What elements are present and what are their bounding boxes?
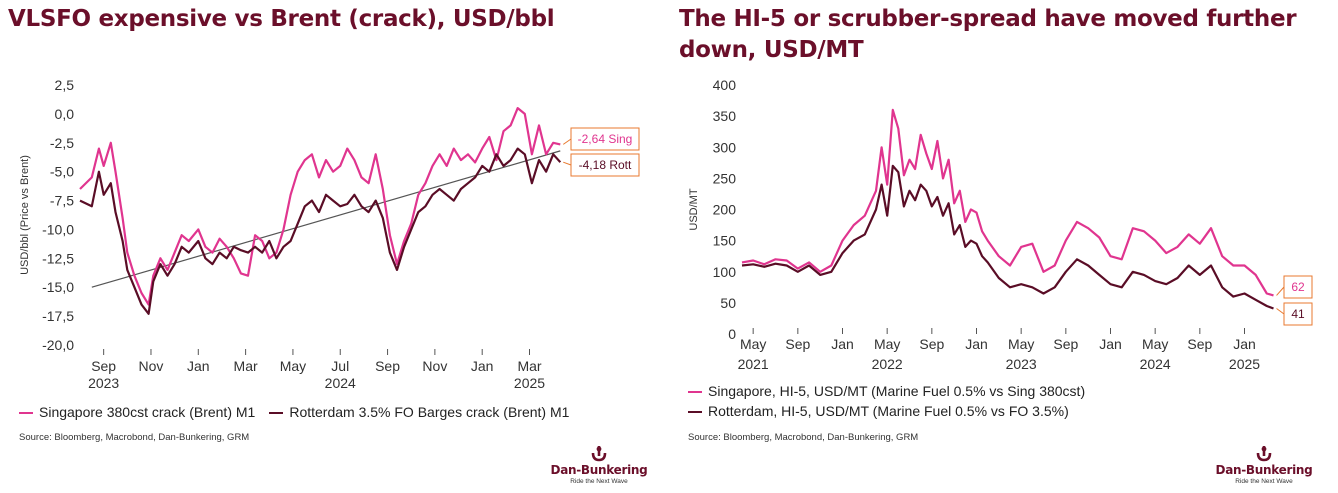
x-tick-label: Jan bbox=[965, 336, 988, 352]
x-tick-label: May bbox=[280, 358, 306, 374]
x-tick-label: May bbox=[740, 336, 766, 352]
series-line-singapore bbox=[79, 106, 561, 306]
anchor-icon bbox=[1256, 446, 1272, 462]
right-chart-title: The HI-5 or scrubber-spread have moved f… bbox=[679, 6, 1297, 63]
y-tick-label: -5,0 bbox=[50, 164, 74, 180]
x-tick-year: 2023 bbox=[1006, 356, 1037, 372]
series-line-rotterdam bbox=[79, 147, 562, 315]
callout-label: 41 bbox=[1291, 307, 1305, 321]
y-tick-label: 250 bbox=[713, 170, 737, 186]
y-tick-label: 150 bbox=[713, 233, 737, 249]
vlsfo-crack-chart: 2,5 0,0 -2,5 -5,0 -7,5 -10,0 -12,5 -15,0 -17,5 -2… bbox=[19, 77, 640, 391]
callout-leader bbox=[1276, 286, 1285, 296]
series-line-rotterdam bbox=[741, 164, 1274, 310]
hi5-spread-chart: 400 350 300 250 200 150 100 50 0 USD/MT May 2021 Sep… bbox=[688, 77, 1313, 372]
right-chart-legend: Singapore, HI-5, USD/MT (Marine Fuel 0.5… bbox=[688, 381, 1085, 421]
legend-item-singapore-hi5: Singapore, HI-5, USD/MT (Marine Fuel 0.5… bbox=[688, 381, 1085, 401]
y-axis-label: USD/bbl (Price vs Brent) bbox=[19, 155, 31, 275]
callout-box bbox=[1283, 302, 1313, 326]
x-tick-label: Sep bbox=[375, 358, 400, 374]
logo-tagline: Ride the Next Wave bbox=[570, 478, 628, 485]
x-tick-label: Jan bbox=[471, 358, 494, 374]
x-tick-label: Jan bbox=[1233, 336, 1256, 352]
callout-label: 62 bbox=[1291, 280, 1305, 294]
legend-item-rotterdam: Rotterdam 3.5% FO Barges crack (Brent) M… bbox=[269, 402, 569, 422]
legend-swatch-rotterdam-hi5 bbox=[688, 411, 702, 414]
y-tick-label: 350 bbox=[713, 108, 737, 124]
legend-item-rotterdam-hi5: Rotterdam, HI-5, USD/MT (Marine Fuel 0.5… bbox=[688, 401, 1085, 421]
right-chart-panel: The HI-5 or scrubber-spread have moved f… bbox=[669, 0, 1338, 493]
x-tick-label: Sep bbox=[1053, 336, 1078, 352]
y-tick-label: -7,5 bbox=[50, 193, 74, 209]
y-tick-label: 0 bbox=[728, 326, 736, 342]
y-tick-label: 2,5 bbox=[55, 77, 75, 93]
x-tick-label: Jul bbox=[331, 358, 349, 374]
left-chart-panel: VLSFO expensive vs Brent (crack), USD/bb… bbox=[8, 6, 654, 485]
anchor-icon bbox=[591, 446, 607, 462]
y-tick-label: 0,0 bbox=[55, 106, 75, 122]
y-tick-label: -2,5 bbox=[50, 135, 74, 151]
dan-bunkering-logo-right: Dan-Bunkering Ride the Next Wave bbox=[1209, 446, 1319, 485]
y-tick-label: -20,0 bbox=[42, 337, 74, 353]
x-tick-label: Sep bbox=[1187, 336, 1212, 352]
logo-name-right: Dan-Bunkering bbox=[1215, 463, 1313, 477]
x-tick-year: 2024 bbox=[325, 375, 356, 391]
x-tick-year: 2025 bbox=[514, 375, 545, 391]
legend-label-rotterdam-hi5: Rotterdam, HI-5, USD/MT (Marine Fuel 0.5… bbox=[708, 403, 1069, 419]
y-tick-label: -12,5 bbox=[42, 250, 74, 266]
logo-name: Dan-Bunkering bbox=[550, 463, 648, 477]
x-tick-label: Nov bbox=[139, 358, 164, 374]
callout-box bbox=[570, 127, 640, 151]
left-chart-legend: Singapore 380cst crack (Brent) M1 Rotterd… bbox=[19, 402, 583, 422]
y-tick-label: -17,5 bbox=[42, 308, 74, 324]
x-tick-year: 2022 bbox=[872, 356, 903, 372]
x-tick-label: May bbox=[874, 336, 900, 352]
left-chart-title: VLSFO expensive vs Brent (crack), USD/bb… bbox=[8, 6, 555, 32]
legend-label-rotterdam: Rotterdam 3.5% FO Barges crack (Brent) M… bbox=[289, 404, 570, 420]
dan-bunkering-logo: Dan-Bunkering Ride the Next Wave bbox=[544, 446, 654, 485]
logo-tagline-right: Ride the Next Wave bbox=[1235, 478, 1293, 485]
callout-leader bbox=[562, 138, 572, 145]
x-tick-label: May bbox=[1008, 336, 1034, 352]
legend-label-singapore-hi5: Singapore, HI-5, USD/MT (Marine Fuel 0.5… bbox=[708, 383, 1086, 399]
y-tick-label: 200 bbox=[713, 202, 737, 218]
callout-label: -2,64 Sing bbox=[578, 132, 633, 146]
legend-swatch-singapore bbox=[19, 412, 33, 415]
left-chart-source: Source: Bloomberg, Macrobond, Dan-Bunker… bbox=[19, 432, 250, 443]
callout-leader bbox=[563, 161, 572, 166]
series-line-singapore bbox=[741, 108, 1274, 297]
y-tick-label: -10,0 bbox=[42, 221, 74, 237]
y-tick-label: 100 bbox=[713, 264, 737, 280]
legend-swatch-singapore-hi5 bbox=[688, 391, 702, 394]
right-chart-source: Source: Bloomberg, Macrobond, Dan-Bunker… bbox=[688, 432, 919, 443]
x-tick-year: 2021 bbox=[738, 356, 769, 372]
callout-box bbox=[570, 153, 640, 177]
x-tick-label: Sep bbox=[919, 336, 944, 352]
x-tick-label: Jan bbox=[831, 336, 854, 352]
x-tick-label: Mar bbox=[234, 358, 258, 374]
callout-box bbox=[1283, 275, 1313, 299]
x-tick-label: Jan bbox=[187, 358, 210, 374]
x-tick-label: Jan bbox=[1099, 336, 1122, 352]
x-tick-year: 2025 bbox=[1229, 356, 1260, 372]
callout-leader bbox=[1276, 308, 1285, 315]
y-tick-label: 400 bbox=[713, 77, 737, 93]
x-tick-year: 2024 bbox=[1140, 356, 1171, 372]
legend-item-singapore: Singapore 380cst crack (Brent) M1 bbox=[19, 402, 255, 422]
x-tick-label: Mar bbox=[517, 358, 541, 374]
y-axis-label: USD/MT bbox=[688, 188, 700, 230]
callout-label: -4,18 Rott bbox=[579, 158, 632, 172]
y-tick-label: -15,0 bbox=[42, 279, 74, 295]
legend-swatch-rotterdam bbox=[269, 412, 284, 415]
y-tick-label: 50 bbox=[720, 295, 736, 311]
x-tick-label: Nov bbox=[422, 358, 447, 374]
x-tick-label: Sep bbox=[91, 358, 116, 374]
x-tick-label: May bbox=[1142, 336, 1168, 352]
x-tick-label: Sep bbox=[785, 336, 810, 352]
y-tick-label: 300 bbox=[713, 139, 737, 155]
x-tick-year: 2023 bbox=[88, 375, 119, 391]
legend-label-singapore: Singapore 380cst crack (Brent) M1 bbox=[39, 404, 256, 420]
